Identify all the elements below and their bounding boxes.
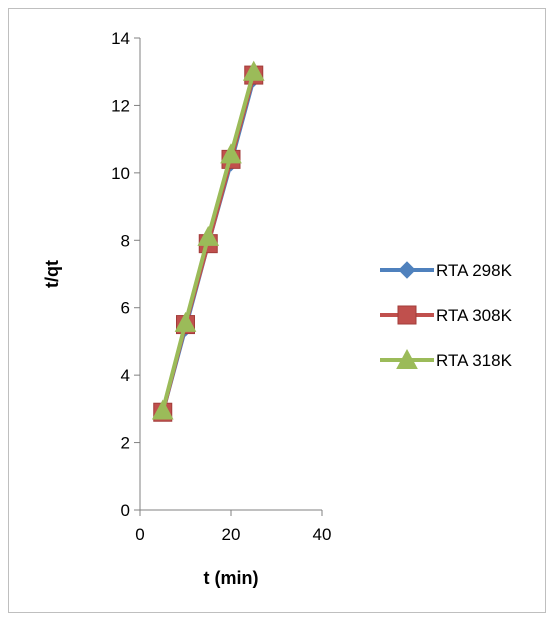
y-tick-label: 8 [121, 231, 130, 250]
legend-marker-diamond [398, 261, 416, 279]
x-tick-label: 40 [313, 525, 332, 544]
data-point-triangle [151, 399, 174, 420]
legend-item: RTA 318K [380, 348, 513, 370]
x-tick-label: 0 [135, 525, 144, 544]
y-tick-label: 12 [111, 96, 130, 115]
legend-label: RTA 298K [436, 261, 513, 280]
series-layer [151, 60, 265, 422]
data-point-triangle [220, 143, 242, 164]
y-axis-title: t/qt [42, 260, 62, 288]
y-axis: 0 2 4 6 8 10 12 14 [111, 29, 141, 520]
legend: RTA 298K RTA 308K RTA 318K [380, 261, 513, 370]
data-point-triangle [174, 311, 197, 332]
legend-marker-square [397, 305, 417, 325]
y-tick-label: 6 [121, 299, 130, 318]
x-axis: 0 20 40 [135, 509, 332, 544]
legend-item: RTA 298K [380, 261, 513, 280]
y-tick-label: 4 [121, 366, 130, 385]
data-point-triangle [242, 60, 265, 81]
chart-frame [8, 8, 546, 613]
x-axis-title: t (min) [204, 568, 259, 588]
legend-label: RTA 318K [436, 351, 513, 370]
y-tick-label: 14 [111, 29, 130, 48]
legend-label: RTA 308K [436, 306, 513, 325]
y-tick-label: 10 [111, 164, 130, 183]
legend-marker-triangle [396, 348, 418, 369]
legend-item: RTA 308K [380, 305, 513, 325]
series-rta-318k [151, 60, 265, 420]
y-tick-label: 0 [121, 501, 130, 520]
x-tick-label: 20 [222, 525, 241, 544]
y-tick-label: 2 [121, 434, 130, 453]
data-point-triangle [197, 225, 220, 246]
